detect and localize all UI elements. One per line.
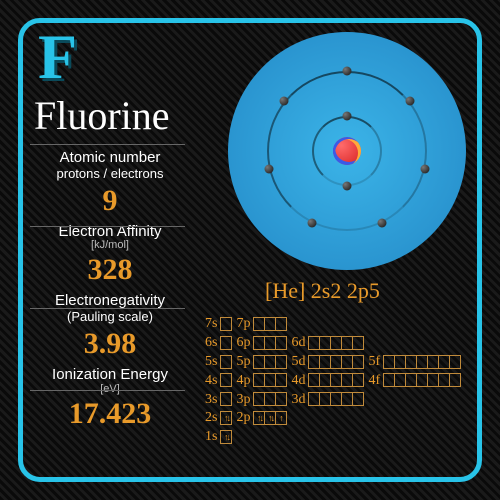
orbital-box xyxy=(220,411,232,425)
orbital-label: 7s xyxy=(205,316,217,331)
electron-config: [He] 2s2 2p5 xyxy=(265,278,380,304)
orbital-label: 6p xyxy=(236,335,250,350)
electron xyxy=(377,219,386,228)
orbital-row: 4s 4p 4d 4f xyxy=(205,372,460,391)
orbital-box xyxy=(220,373,232,387)
orbital-diagram: 7s 7p 6s 6p 6d 5s 5p 5d 5f 4s 4p 4d 4f 3s 3p 3d 2s 2p 1s xyxy=(205,315,460,447)
prop-value: 17.423 xyxy=(30,397,190,431)
prop-value: 328 xyxy=(30,253,190,287)
orbital-label: 4p xyxy=(236,373,250,388)
orbital-label: 5d xyxy=(291,354,305,369)
orbital-row: 2s 2p xyxy=(205,409,460,428)
orbital-box xyxy=(449,355,461,369)
orbital-label: 5p xyxy=(236,354,250,369)
orbital-label: 6d xyxy=(291,335,305,350)
property-3: Ionization Energy[eV] 17.423 xyxy=(30,367,190,431)
electron xyxy=(343,67,352,76)
orbital-box xyxy=(275,336,287,350)
orbital-label: 3d xyxy=(291,392,305,407)
electron xyxy=(308,219,317,228)
prop-value: 9 xyxy=(30,184,190,218)
orbital-row: 5s 5p 5d 5f xyxy=(205,353,460,372)
orbital-box xyxy=(275,373,287,387)
element-symbol: F xyxy=(38,20,77,94)
orbital-box xyxy=(275,317,287,331)
electron xyxy=(343,112,352,121)
electron xyxy=(420,164,429,173)
prop-label: Electronegativity(Pauling scale) xyxy=(30,293,190,325)
orbital-box xyxy=(275,392,287,406)
orbital-row: 6s 6p 6d xyxy=(205,334,460,353)
prop-unit: [eV] xyxy=(30,383,190,395)
properties-panel: Atomic numberprotons / electrons9 Electro… xyxy=(30,150,190,437)
orbital-box xyxy=(352,392,364,406)
prop-unit: [kJ/mol] xyxy=(30,239,190,251)
electron xyxy=(343,182,352,191)
nucleus xyxy=(333,137,361,165)
electron xyxy=(265,164,274,173)
element-name: Fluorine xyxy=(34,92,170,139)
property-2: Electronegativity(Pauling scale)3.98 xyxy=(30,293,190,361)
orbital-label: 3p xyxy=(236,392,250,407)
orbital-row: 3s 3p 3d xyxy=(205,391,460,410)
property-0: Atomic numberprotons / electrons9 xyxy=(30,150,190,218)
orbital-box xyxy=(352,336,364,350)
property-1: Electron Affinity[kJ/mol]328 xyxy=(30,224,190,288)
orbital-box xyxy=(220,430,232,444)
prop-value: 3.98 xyxy=(30,327,190,361)
orbital-row: 7s 7p xyxy=(205,315,460,334)
electron xyxy=(405,97,414,106)
orbital-label: 2p xyxy=(236,410,250,425)
prop-label: Atomic numberprotons / electrons xyxy=(30,150,190,182)
orbital-label: 2s xyxy=(205,410,217,425)
prop-label: Ionization Energy xyxy=(30,367,190,383)
orbital-box xyxy=(220,355,232,369)
orbital-box xyxy=(220,317,232,331)
electron xyxy=(280,97,289,106)
orbital-label: 4s xyxy=(205,373,217,388)
orbital-box xyxy=(352,355,364,369)
orbital-box xyxy=(220,392,232,406)
orbital-label: 5s xyxy=(205,354,217,369)
orbital-label: 5f xyxy=(368,354,380,369)
orbital-box xyxy=(220,336,232,350)
orbital-label: 6s xyxy=(205,335,217,350)
orbital-label: 4d xyxy=(291,373,305,388)
orbital-box xyxy=(275,355,287,369)
orbital-box xyxy=(352,373,364,387)
orbital-box xyxy=(449,373,461,387)
orbital-label: 3s xyxy=(205,392,217,407)
atom-diagram xyxy=(228,32,466,270)
orbital-label: 7p xyxy=(236,316,250,331)
orbital-box xyxy=(275,411,287,425)
orbital-label: 4f xyxy=(368,373,380,388)
orbital-row: 1s xyxy=(205,428,460,447)
orbital-label: 1s xyxy=(205,429,217,444)
